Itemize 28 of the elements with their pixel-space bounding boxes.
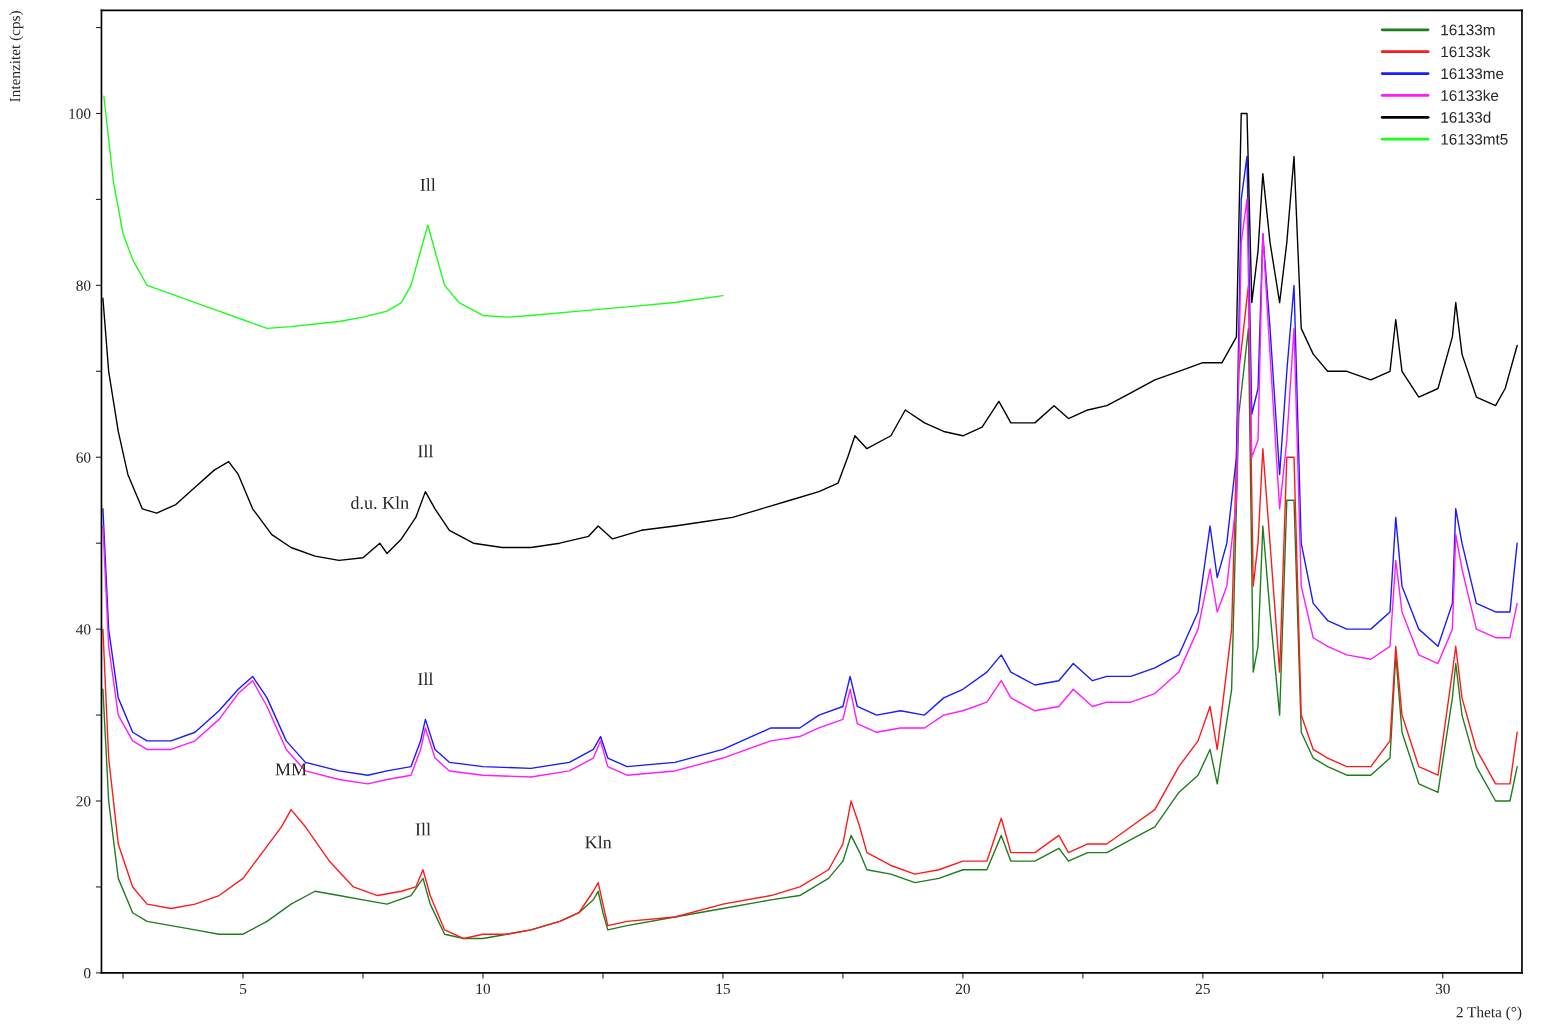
x-tick-label: 10: [476, 983, 491, 995]
annotation: Kln: [585, 835, 612, 849]
y-tick-label: 0: [83, 968, 91, 979]
y-tick-label: 100: [69, 108, 91, 119]
annotation: Ill: [415, 822, 431, 836]
y-tick-label: 20: [76, 796, 91, 807]
legend-label: 16133ke: [1441, 89, 1499, 101]
legend-label: 16133me: [1441, 68, 1504, 80]
annotation: MM: [275, 763, 307, 776]
annotation: d.u. Kln: [351, 496, 409, 510]
y-tick-label: 40: [76, 624, 91, 635]
x-tick-label: 20: [955, 983, 970, 995]
y-axis-title: Intenzitet (cps): [9, 11, 24, 102]
y-tick-label: 80: [76, 280, 91, 291]
legend-label: 16133k: [1441, 45, 1491, 58]
x-tick-label: 5: [240, 983, 247, 995]
line-series: [103, 95, 724, 330]
x-tick-label: 15: [716, 983, 730, 995]
legend-label: 16133d: [1441, 111, 1491, 123]
x-axis-title: 2 Theta (°): [1456, 1006, 1522, 1021]
annotation: Ill: [420, 178, 436, 191]
annotation: Ill: [418, 444, 434, 458]
legend-label: 16133m: [1441, 24, 1495, 36]
annotation: Ill: [418, 672, 434, 685]
x-tick-label: 25: [1195, 983, 1210, 995]
y-tick-label: 60: [76, 452, 91, 463]
legend-label: 16133mt5: [1441, 133, 1508, 145]
x-tick-label: 30: [1435, 983, 1450, 995]
